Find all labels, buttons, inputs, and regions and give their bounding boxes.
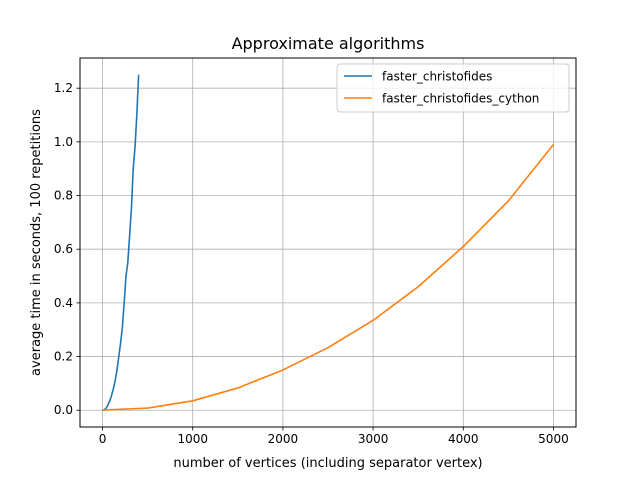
x-tick-label: 1000 <box>177 432 208 446</box>
y-tick-label: 1.2 <box>54 81 73 95</box>
legend-box <box>336 63 570 113</box>
x-tick-label: 2000 <box>268 432 299 446</box>
y-tick-label: 0.2 <box>54 350 73 364</box>
x-tick-label: 0 <box>99 432 107 446</box>
series-line-faster_christofides_cython <box>102 144 555 412</box>
chart-title: Approximate algorithms <box>232 34 425 53</box>
y-axis-label: average time in seconds, 100 repetitions <box>29 109 44 376</box>
y-tick-label: 0.8 <box>54 189 73 203</box>
ticks: 0 1000 2000 3000 4000 5000 0.0 0.2 0.4 0.6 0.8 1.0 1… <box>54 81 569 446</box>
plot-frame <box>79 57 577 428</box>
x-tick-label: 5000 <box>538 432 569 446</box>
x-tick-label: 3000 <box>358 432 389 446</box>
series-layer <box>102 74 555 412</box>
x-tick-label: 4000 <box>448 432 479 446</box>
y-tick-label: 0.4 <box>54 296 73 310</box>
x-axis-label: number of vertices (including separator … <box>173 456 482 471</box>
legend-label-faster_christofides_cython: faster_christofides_cython <box>382 92 539 106</box>
legend-label-faster_christofides: faster_christofides <box>382 70 492 84</box>
grid <box>80 58 576 427</box>
legend: faster_christofides faster_christofides_c… <box>336 63 570 113</box>
y-tick-label: 0.0 <box>54 403 73 417</box>
y-tick-label: 1.0 <box>54 135 73 149</box>
series-line-faster_christofides <box>102 74 140 411</box>
y-tick-label: 0.6 <box>54 242 73 256</box>
